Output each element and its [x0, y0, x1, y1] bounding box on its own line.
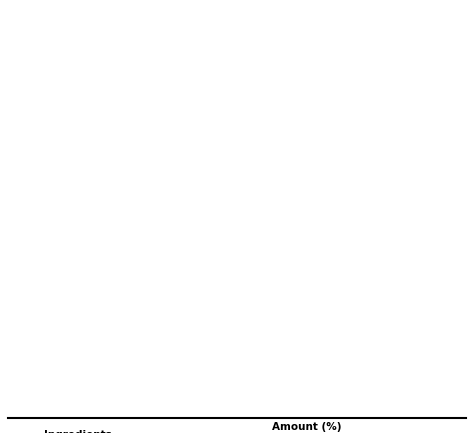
Text: Ingredients: Ingredients — [44, 430, 112, 433]
Text: Amount (%): Amount (%) — [272, 422, 342, 432]
